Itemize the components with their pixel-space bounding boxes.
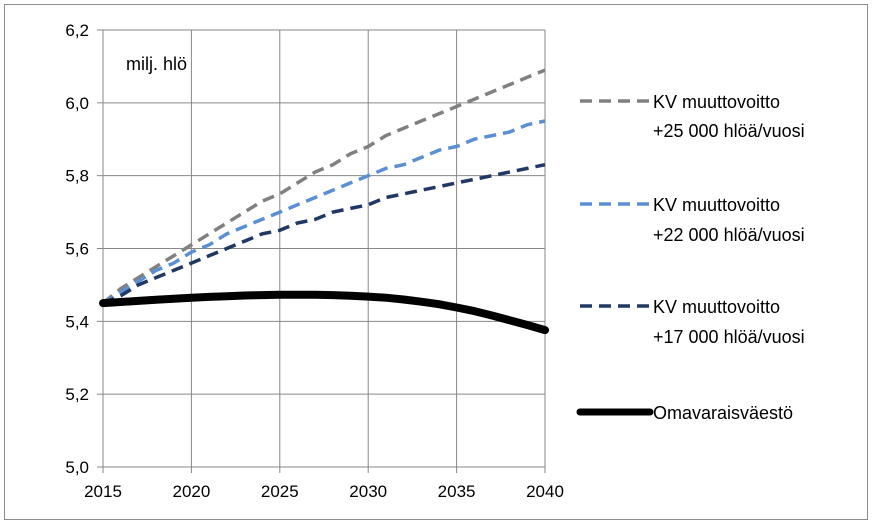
series-line-2 xyxy=(102,162,546,305)
chart-frame xyxy=(4,4,868,520)
x-tick-label: 2040 xyxy=(526,482,564,501)
legend-label-2: KV muuttovoitto xyxy=(653,297,780,317)
legend-label-2-line2: +17 000 hlöä/vuosi xyxy=(653,327,805,347)
y-tick-labels: 5,0 5,2 5,4 5,6 5,8 6,0 6,2 xyxy=(65,21,89,477)
legend-label-3: Omavaraisväestö xyxy=(653,403,793,423)
y-tick-label: 6,0 xyxy=(65,94,89,113)
grid-lines xyxy=(103,29,546,467)
x-tick-label: 2025 xyxy=(261,482,299,501)
x-tick-labels: 2015 2020 2025 2030 2035 2040 xyxy=(84,482,564,501)
legend: KV muuttovoitto +25 000 hlöä/vuosi KV muut… xyxy=(576,92,805,423)
x-tick-label: 2030 xyxy=(349,482,387,501)
series-line-0 xyxy=(101,68,546,305)
y-tick-label: 6,2 xyxy=(65,21,89,40)
y-tick-label: 5,0 xyxy=(65,458,89,477)
unit-label: milj. hlö xyxy=(126,54,187,74)
series-line-1 xyxy=(102,119,546,305)
y-tick-label: 5,2 xyxy=(65,385,89,404)
series-lines xyxy=(99,68,549,335)
series-line-3 xyxy=(99,290,549,335)
legend-label-1-line2: +22 000 hlöä/vuosi xyxy=(653,225,805,245)
y-tick-label: 5,6 xyxy=(65,240,89,259)
axes xyxy=(97,29,546,473)
y-tick-label: 5,4 xyxy=(65,312,89,331)
x-tick-label: 2035 xyxy=(438,482,476,501)
legend-label-1: KV muuttovoitto xyxy=(653,195,780,215)
y-tick-label: 5,8 xyxy=(65,167,89,186)
legend-label-0-line2: +25 000 hlöä/vuosi xyxy=(653,121,805,141)
legend-label-0: KV muuttovoitto xyxy=(653,92,780,112)
x-tick-label: 2015 xyxy=(84,482,122,501)
x-tick-label: 2020 xyxy=(172,482,210,501)
